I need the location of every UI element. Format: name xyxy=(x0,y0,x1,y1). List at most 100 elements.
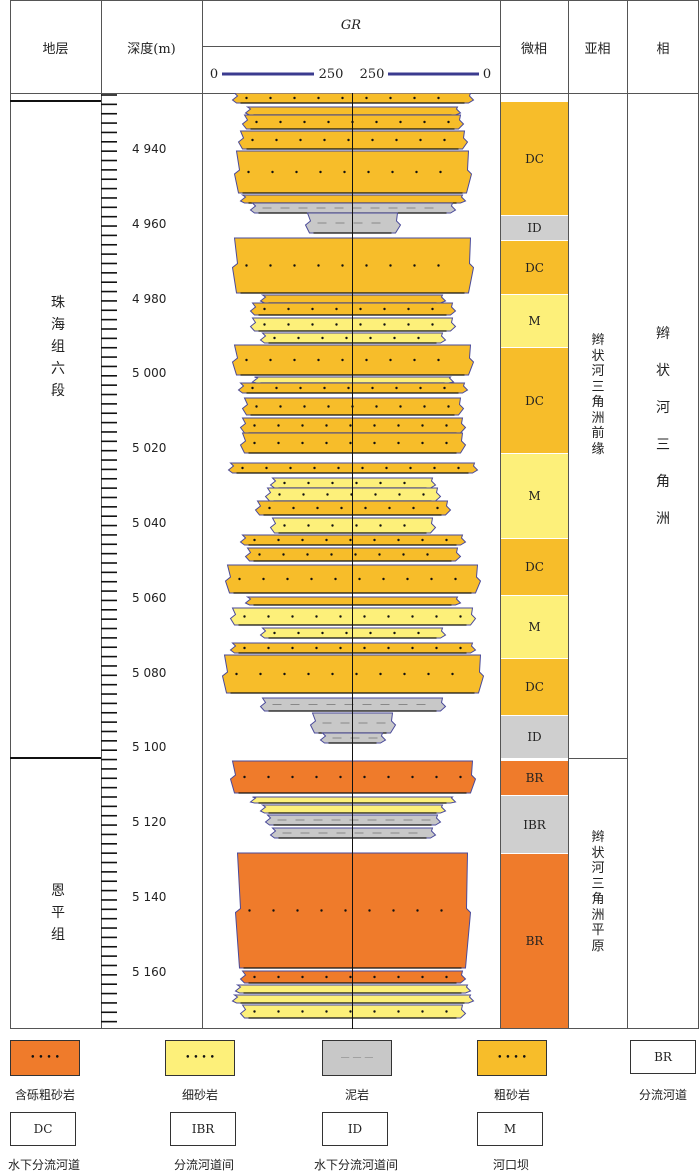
sand-dot xyxy=(445,975,448,979)
header-facies: 相 xyxy=(656,42,670,57)
sand-dot xyxy=(317,96,320,100)
sand-dot xyxy=(440,909,443,912)
sand-dot xyxy=(398,493,401,496)
microfacies-m: M xyxy=(501,453,568,538)
sand-dot xyxy=(319,170,322,174)
sand-dot xyxy=(301,441,304,445)
sand-dot xyxy=(375,120,378,124)
depth-label: 5 020 xyxy=(132,441,167,456)
sand-dot xyxy=(293,358,296,362)
sand-dot xyxy=(367,170,370,174)
sand-dot xyxy=(275,386,278,390)
sand-dot xyxy=(395,386,398,390)
sand-dot xyxy=(443,386,446,390)
sand-dot xyxy=(265,466,268,470)
sand-dot xyxy=(402,553,405,556)
sand-dot xyxy=(269,358,272,362)
sand-dot xyxy=(243,775,246,779)
sand-dot xyxy=(248,909,251,912)
depth-label: 5 060 xyxy=(132,590,167,605)
sand-dot xyxy=(253,1010,256,1013)
sand-dot xyxy=(345,631,348,635)
sand-dot xyxy=(421,424,424,427)
sand-dot xyxy=(421,441,424,445)
sand-dot xyxy=(349,538,352,542)
sand-dot xyxy=(292,506,295,510)
sand-dot xyxy=(337,466,340,470)
sand-dot xyxy=(389,358,392,362)
sand-dot xyxy=(421,538,424,542)
sand-dot xyxy=(258,553,261,556)
sand-dot xyxy=(389,96,392,100)
sand-dot xyxy=(368,909,371,912)
sand-dot xyxy=(415,170,418,174)
sand-dot xyxy=(315,646,318,650)
sand-dot xyxy=(447,120,450,124)
sand-dot xyxy=(365,96,368,100)
legend-label: 分流河道间 xyxy=(173,1158,234,1172)
sand-dot xyxy=(411,646,414,650)
sand-dot xyxy=(286,577,289,581)
sand-dot xyxy=(421,975,424,979)
sand-dot xyxy=(299,138,302,142)
sand-dot xyxy=(303,405,306,408)
sand-dot xyxy=(399,405,402,408)
legend-code-box: ID xyxy=(322,1112,388,1146)
legend-pattern: • • • • xyxy=(497,1053,527,1063)
sand-dot xyxy=(293,264,296,267)
sand-dot xyxy=(317,358,320,362)
sand-dot xyxy=(326,493,329,496)
sand-dot xyxy=(335,323,338,326)
legend-label: 细砂岩 xyxy=(181,1088,218,1102)
sand-dot xyxy=(419,138,422,142)
microfacies-dc: DC xyxy=(501,240,568,294)
sand-dot xyxy=(445,441,448,445)
header-strata: 地层 xyxy=(42,42,69,57)
sand-dot xyxy=(379,481,382,485)
sand-dot xyxy=(426,553,429,556)
sand-dot xyxy=(437,96,440,100)
sand-dot xyxy=(323,386,326,390)
sand-dot xyxy=(315,775,318,779)
header-gr-title: GR xyxy=(340,18,362,33)
sand-dot xyxy=(439,170,442,174)
sand-dot xyxy=(385,466,388,470)
sand-dot xyxy=(238,577,241,581)
sand-dot xyxy=(363,775,366,779)
sand-dot xyxy=(302,493,305,496)
depth-label: 4 980 xyxy=(132,291,167,306)
sand-dot xyxy=(457,466,460,470)
sand-dot xyxy=(301,1010,304,1013)
microfacies-br: BR xyxy=(501,853,568,1028)
sand-dot xyxy=(365,358,368,362)
sand-dot xyxy=(267,775,270,779)
sand-dot xyxy=(371,386,374,390)
sand-dot xyxy=(407,323,410,326)
sand-dot xyxy=(272,909,275,912)
sand-dot xyxy=(283,481,286,485)
sand-dot xyxy=(235,672,238,676)
legend-label: 粗砂岩 xyxy=(493,1088,530,1102)
microfacies-dc: DC xyxy=(501,101,568,215)
sand-dot xyxy=(355,672,358,676)
sand-dot xyxy=(287,323,290,326)
sand-dot xyxy=(339,775,342,779)
legend-label: 含砾粗砂岩 xyxy=(14,1088,75,1102)
sand-dot xyxy=(287,307,290,311)
sand-dot xyxy=(245,358,248,362)
facies-label: 辫状河三角洲 xyxy=(656,326,670,527)
legend-swatch: — — — xyxy=(322,1040,392,1076)
sand-dot xyxy=(445,1010,448,1013)
sand-dot xyxy=(407,307,410,311)
sand-dot xyxy=(411,775,414,779)
sand-dot xyxy=(383,323,386,326)
sand-dot xyxy=(267,646,270,650)
legend-label: 水下分流河道间 xyxy=(313,1158,398,1172)
sand-dot xyxy=(331,524,334,527)
sand-dot xyxy=(459,615,462,618)
sand-dot xyxy=(445,538,448,542)
sand-dot xyxy=(369,631,372,635)
header-subfacies: 亚相 xyxy=(584,42,611,57)
sand-dot xyxy=(344,909,347,912)
sand-dot xyxy=(325,441,328,445)
